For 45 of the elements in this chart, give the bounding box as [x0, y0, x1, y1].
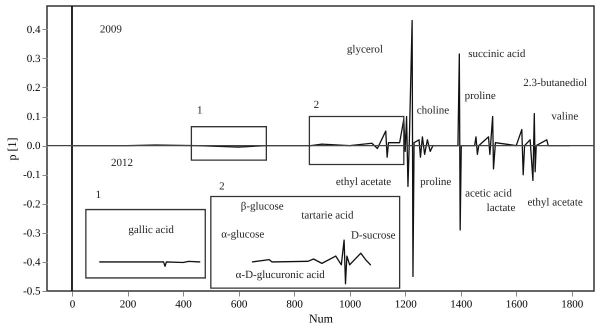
y-tick-label: 0.4 — [26, 24, 41, 36]
annotation: succinic acid — [468, 48, 526, 60]
x-tick-label: 1000 — [339, 298, 362, 310]
annotation: lactate — [486, 202, 516, 214]
x-axis-title: Num — [309, 312, 334, 326]
x-tick-label: 400 — [175, 298, 192, 310]
annotation: choline — [416, 104, 450, 117]
y-tick-label: -0.4 — [23, 256, 41, 268]
annotation: 2009 — [100, 23, 122, 36]
x-tick-label: 1400 — [450, 298, 473, 310]
y-tick-label: -0.5 — [23, 286, 41, 298]
annotation: 2.3-butanediol — [523, 77, 588, 90]
annotation: α-glucose — [221, 228, 264, 240]
annotation: gallic acid — [128, 224, 174, 236]
annotation: 1 — [196, 104, 202, 117]
annotation: α-D-glucuronic acid — [236, 269, 326, 282]
annotation: 2012 — [110, 157, 133, 170]
y-tick-label: 0.3 — [26, 52, 41, 65]
annotation: β-glucose — [240, 200, 284, 213]
annotation: acetic acid — [465, 188, 512, 200]
annotation: D-sucrose — [350, 230, 396, 242]
x-tick-label: 600 — [230, 298, 248, 310]
x-tick-label: 800 — [286, 298, 304, 310]
x-tick-label: 1800 — [561, 298, 584, 310]
annotation: ethyl acetate — [336, 176, 392, 188]
x-tick-label: 200 — [120, 298, 137, 310]
annotation: 2 — [314, 98, 320, 111]
x-tick-label: 0 — [70, 298, 76, 310]
y-tick-label: 0.0 — [26, 140, 41, 152]
x-tick-label: 1600 — [506, 298, 528, 310]
annotation: valine — [551, 110, 578, 123]
annotation: tartarie acid — [301, 209, 354, 222]
y-tick-label: -0.2 — [23, 198, 40, 210]
y-tick-label: 0.2 — [26, 82, 40, 94]
y-tick-label: -0.1 — [23, 169, 40, 182]
y-tick-label: 0.1 — [26, 111, 40, 124]
y-axis-title: p [1] — [5, 138, 20, 160]
annotation: 1 — [96, 189, 102, 202]
x-tick-label: 1200 — [394, 298, 418, 310]
annotation: proline — [420, 176, 452, 188]
annotation: ethyl acetate — [527, 196, 583, 208]
annotation: 2 — [219, 180, 225, 192]
annotation: glycerol — [346, 44, 383, 56]
annotation: proline — [464, 90, 496, 102]
y-tick-label: -0.3 — [23, 227, 41, 240]
